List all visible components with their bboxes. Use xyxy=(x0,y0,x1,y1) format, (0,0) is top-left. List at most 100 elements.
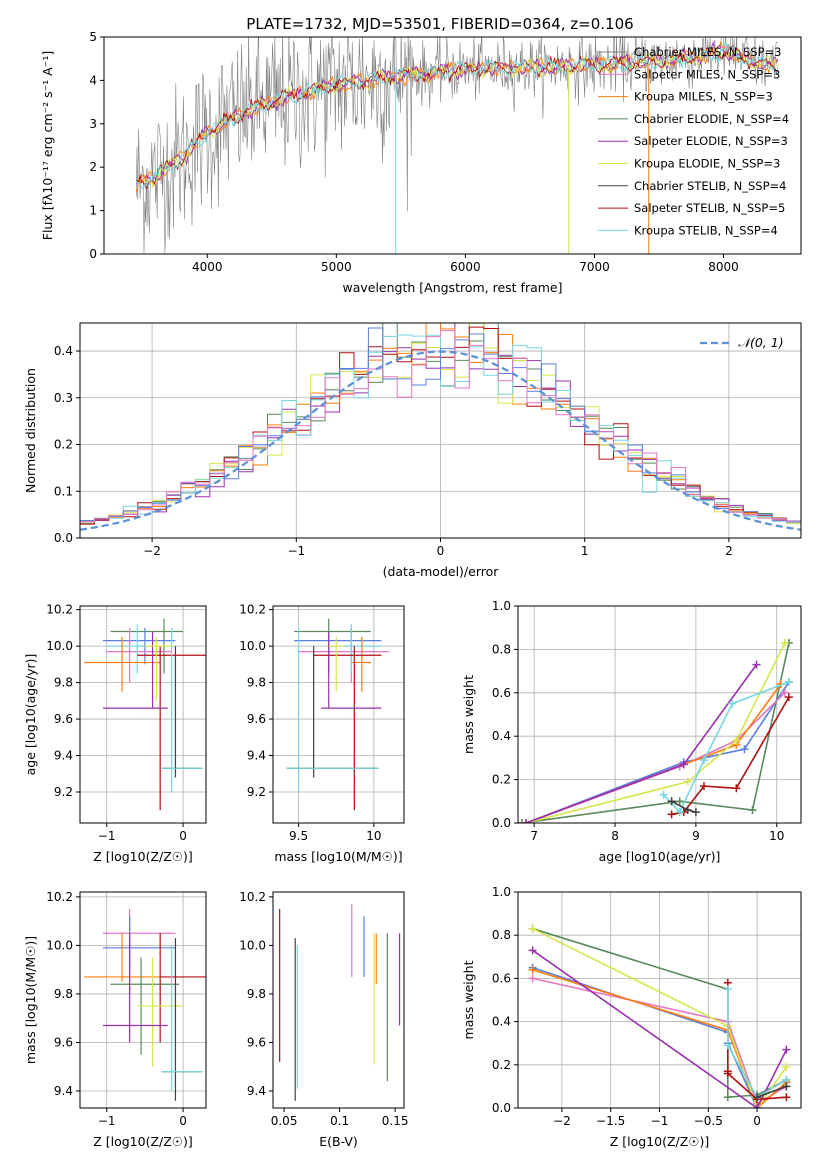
data-point xyxy=(522,819,531,823)
plot-area xyxy=(518,638,793,823)
y-tick-label: 9.6 xyxy=(247,712,266,726)
x-tick-label: −1 xyxy=(287,544,305,558)
y-tick-label: 10.2 xyxy=(239,890,266,904)
y-tick-label: 9.4 xyxy=(247,1084,266,1098)
legend-entry: Chabrier MILES, N_SSP=3 xyxy=(634,45,781,59)
x-tick-label: 0 xyxy=(179,1114,187,1128)
legend-entry: Kroupa MILES, N_SSP=3 xyxy=(634,90,773,104)
data-point xyxy=(784,693,793,702)
series-line xyxy=(521,642,790,823)
spectrum-model-line xyxy=(136,44,779,190)
data-point xyxy=(782,1045,791,1054)
y-tick-label: 9.8 xyxy=(54,676,73,690)
data-point xyxy=(782,1062,791,1071)
y-tick-label: 9.2 xyxy=(247,785,266,799)
panel-residuals: −2 −1 0 1 2 0.0 0.1 0.2 0.3 0.4 (data-model)/error… xyxy=(23,322,802,579)
data-point xyxy=(782,1082,791,1091)
x-axis-label: Z [log10(Z/Z☉)] xyxy=(610,1134,710,1149)
y-tick-label: 2 xyxy=(89,160,97,174)
y-axis-label: age [log10(age/yr)] xyxy=(23,654,38,776)
data-point xyxy=(518,819,527,823)
data-point xyxy=(528,946,537,955)
y-tick-label: 9.4 xyxy=(54,1084,73,1098)
y-tick-label: 9.4 xyxy=(247,749,266,763)
x-axis-label: age [log10(age/yr)] xyxy=(599,849,721,864)
spectrum-data-line xyxy=(136,37,778,254)
legend-entry: Salpeter ELODIE, N_SSP=3 xyxy=(634,134,788,148)
data-point xyxy=(659,790,668,799)
x-axis-label: (data-model)/error xyxy=(383,564,500,579)
data-point xyxy=(675,797,684,806)
y-tick-label: 9.6 xyxy=(247,1035,266,1049)
x-axis-label: Z [log10(Z/Z☉)] xyxy=(93,849,193,864)
data-point xyxy=(667,797,676,806)
x-tick-label: −2 xyxy=(143,544,161,558)
y-tick-label: 10.0 xyxy=(46,938,73,952)
x-tick-label: −2 xyxy=(553,1114,571,1128)
data-point xyxy=(753,1104,762,1108)
series-line xyxy=(525,664,758,823)
data-point xyxy=(732,784,741,793)
axes-frame xyxy=(272,605,405,824)
data-point xyxy=(723,1041,732,1050)
data-point xyxy=(679,760,688,769)
y-tick-label: 9.2 xyxy=(54,785,73,799)
x-tick-label: 5000 xyxy=(321,260,352,274)
axes-frame xyxy=(517,605,802,824)
y-tick-label: 0.0 xyxy=(54,531,73,545)
panel-mass-weight-vs-Z: −2 −1.5 −1 −0.5 0 0.0 0.2 0.4 0.6 0.8 1.0 Z [log10(… xyxy=(461,885,802,1149)
data-point xyxy=(723,1093,732,1102)
y-tick-label: 10.0 xyxy=(46,639,73,653)
y-tick-label: 5 xyxy=(89,30,97,44)
data-point xyxy=(699,782,708,791)
x-tick-label: 0 xyxy=(437,544,445,558)
series-line xyxy=(525,642,786,823)
y-tick-label: 0.6 xyxy=(492,686,511,700)
y-axis-label: Flux [fλ10⁻¹⁷ erg cm⁻² s⁻¹ A⁻¹] xyxy=(40,51,55,240)
series-line xyxy=(532,927,788,1108)
y-tick-label: 0.0 xyxy=(492,816,511,830)
panel-mass-vs-Z: −1 0 9.4 9.6 9.8 10.0 10.2 Z [log10(Z/Z☉)] mass … xyxy=(23,890,207,1149)
x-tick-label: −1 xyxy=(98,829,116,843)
data-point xyxy=(723,985,732,994)
y-tick-label: 0.3 xyxy=(54,391,73,405)
plot-area xyxy=(528,924,791,1108)
x-tick-label: 8000 xyxy=(708,260,739,274)
data-point xyxy=(780,688,789,697)
data-point xyxy=(528,965,537,974)
x-tick-label: −1 xyxy=(651,1114,669,1128)
y-tick-label: 0.8 xyxy=(492,928,511,942)
plot-area xyxy=(83,908,206,1101)
normal-curve xyxy=(80,350,801,531)
x-tick-label: −0.5 xyxy=(694,1114,723,1128)
figure-title: PLATE=1732, MJD=53501, FIBERID=0364, z=0… xyxy=(246,15,633,33)
data-point xyxy=(732,736,741,745)
y-tick-label: 1.0 xyxy=(492,599,511,613)
panel-age-vs-mass: 9.5 10 9.2 9.4 9.6 9.8 10.0 10.2 mass [log10(M/M… xyxy=(239,603,405,864)
y-tick-label: 0.2 xyxy=(492,773,511,787)
data-point xyxy=(675,808,684,817)
axes-frame xyxy=(272,891,405,1109)
plot-area xyxy=(135,37,779,254)
y-axis-label: mass [log10(M/M☉)] xyxy=(23,936,38,1064)
data-point xyxy=(528,924,537,933)
legend-entry: Kroupa ELODIE, N_SSP=3 xyxy=(634,157,780,171)
axes-frame xyxy=(79,605,207,824)
data-point xyxy=(683,777,692,786)
data-point xyxy=(683,805,692,814)
legend-entry: 𝒩(0, 1) xyxy=(738,335,784,350)
x-axis-label: wavelength [Angstrom, rest frame] xyxy=(342,280,562,295)
y-tick-label: 4 xyxy=(89,73,97,87)
series-line xyxy=(727,989,787,1099)
data-point xyxy=(780,638,789,647)
series-line xyxy=(525,683,782,823)
data-point xyxy=(723,1069,732,1078)
histogram-step xyxy=(80,330,801,523)
y-tick-label: 0.4 xyxy=(492,1015,511,1029)
y-tick-label: 0.1 xyxy=(54,484,73,498)
data-point xyxy=(740,745,749,754)
series-line xyxy=(532,949,788,1108)
spectrum-model-line xyxy=(135,42,779,190)
y-tick-label: 1 xyxy=(89,204,97,218)
